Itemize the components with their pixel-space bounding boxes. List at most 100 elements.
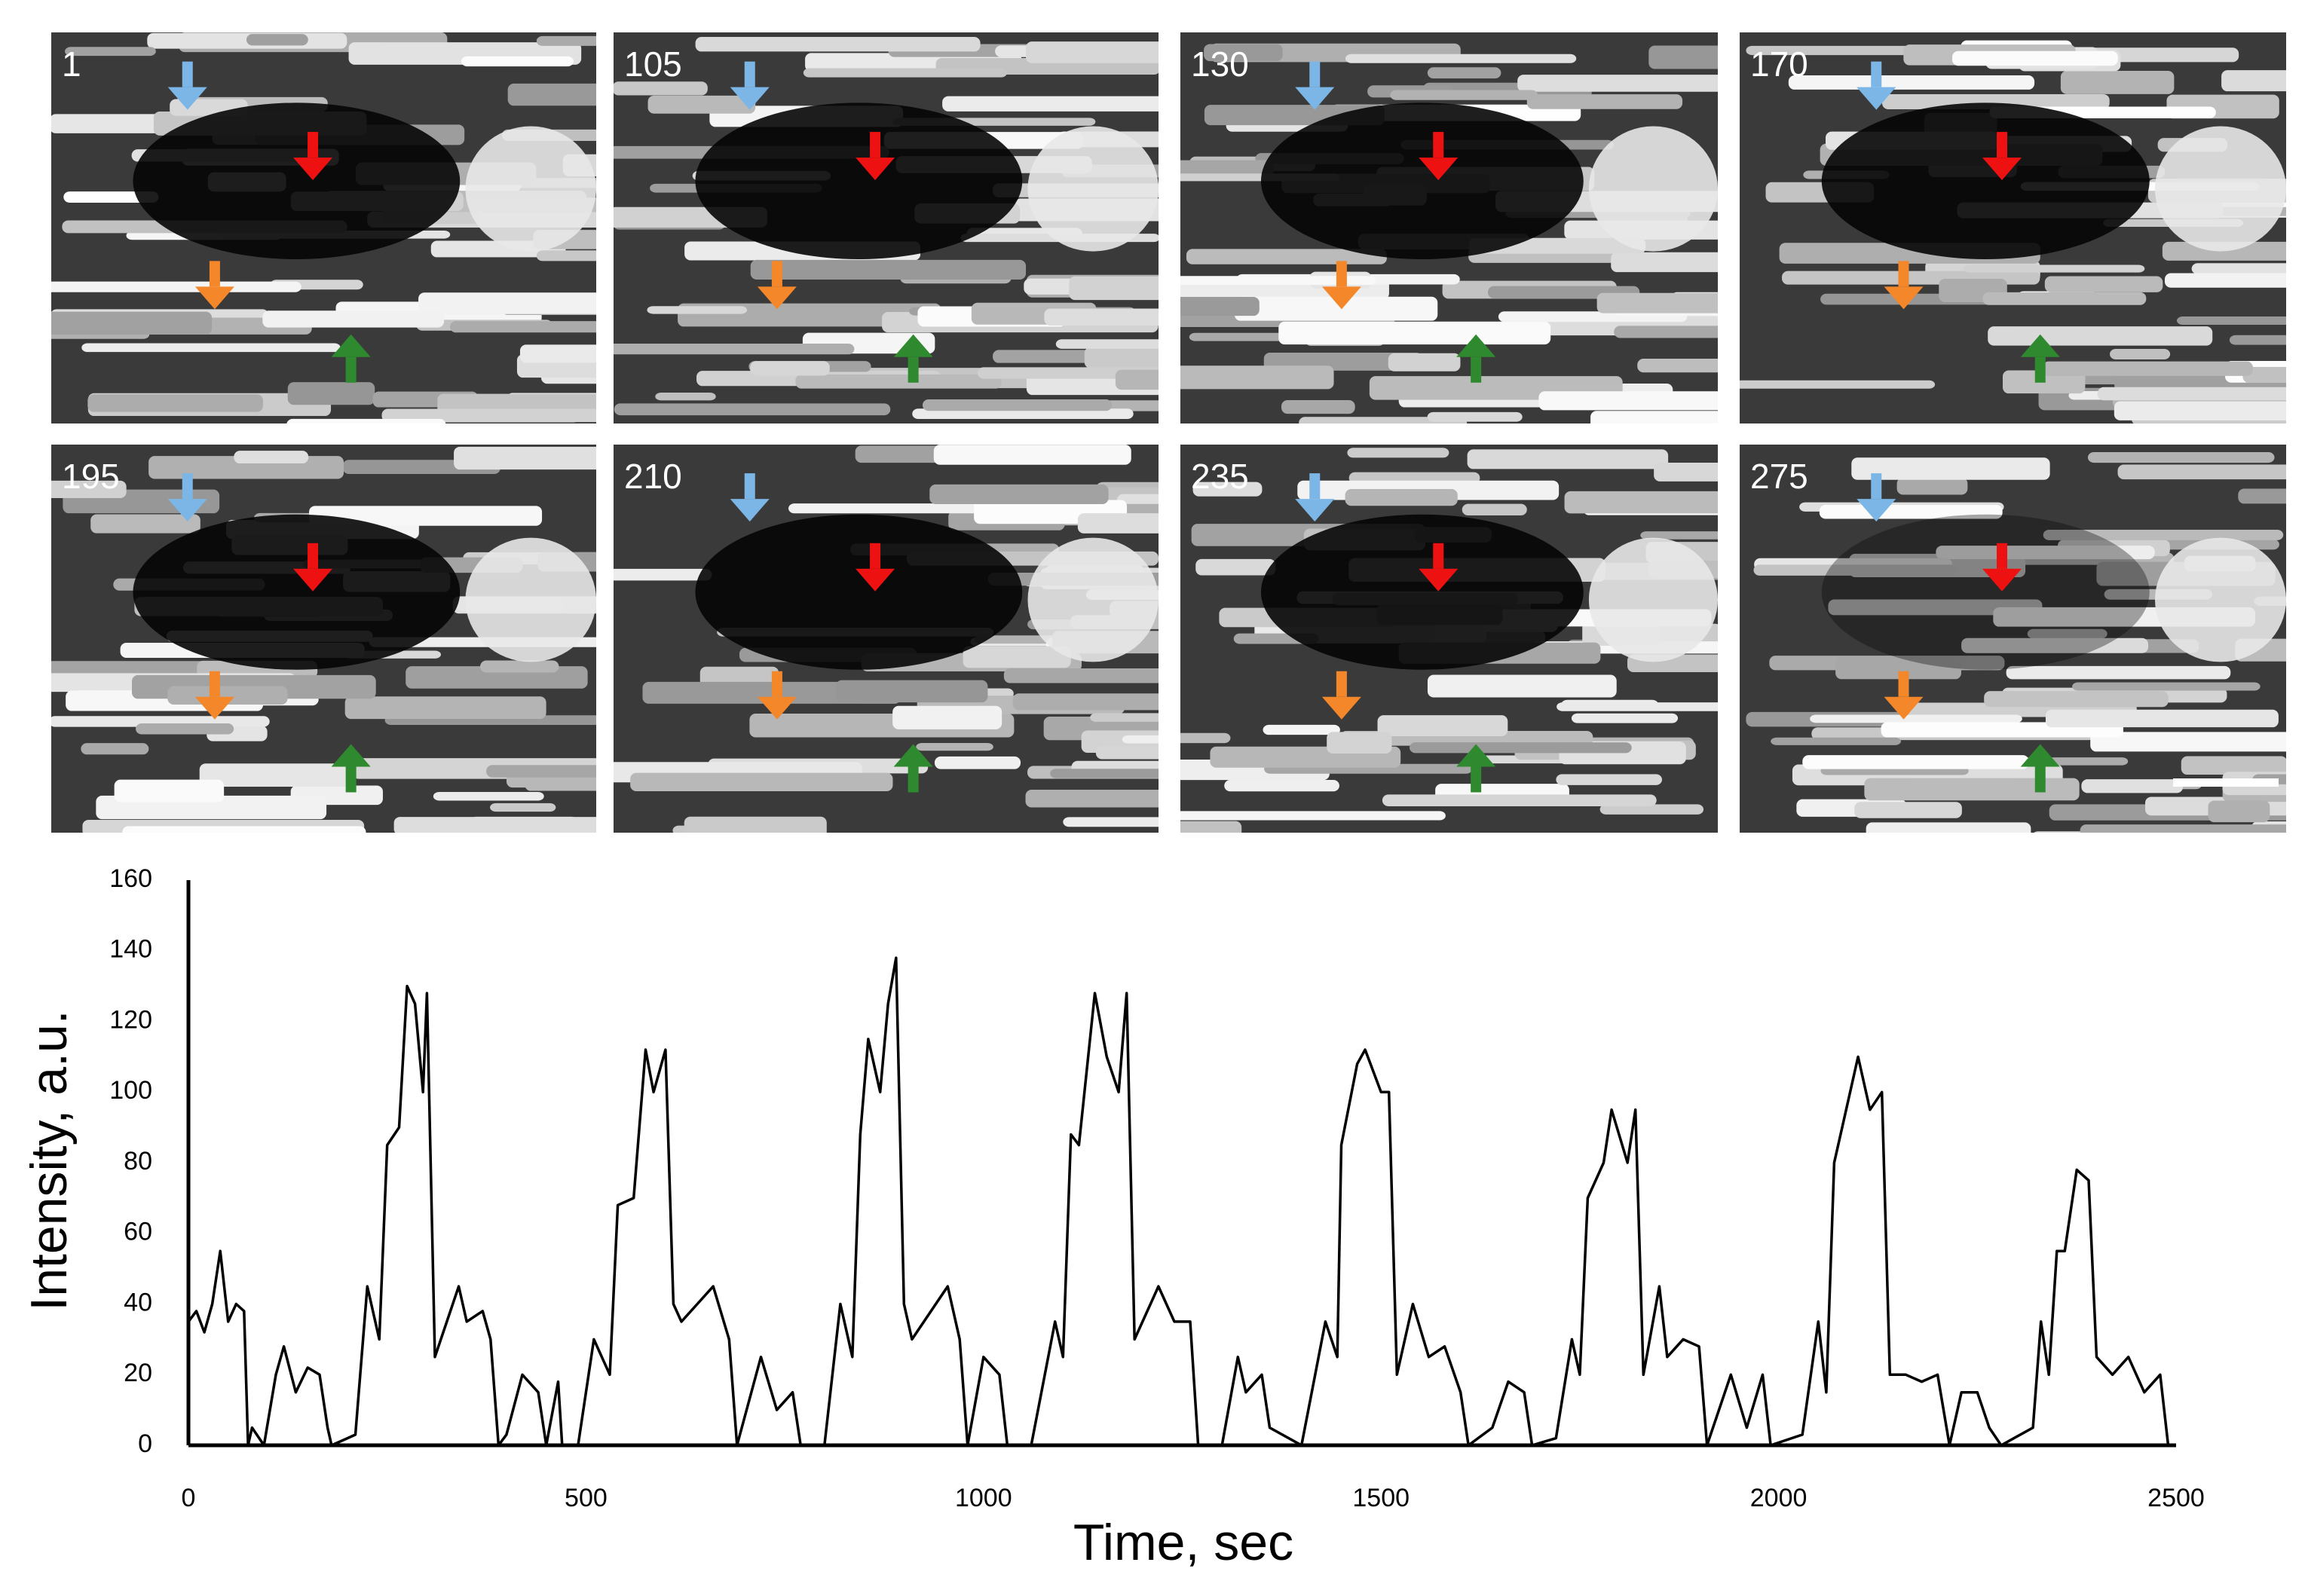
streak (912, 408, 1134, 420)
panel-label: 195 (62, 457, 120, 496)
streak (1224, 779, 1339, 792)
micrograph-panel: 210 (614, 445, 1159, 833)
streak (1851, 457, 2050, 480)
streak (1263, 724, 1340, 735)
streak (1180, 296, 1260, 316)
arrow-head (1321, 696, 1361, 720)
arrow-head (331, 334, 371, 357)
streak (1951, 50, 2118, 66)
streak (1881, 93, 2110, 110)
streak (262, 310, 445, 328)
streak (1055, 339, 1159, 349)
streak (433, 791, 544, 801)
streak (2208, 800, 2270, 823)
bright-region (1588, 537, 1718, 662)
arrow-stem (1997, 543, 2007, 569)
streak (1654, 463, 1718, 482)
streak (246, 34, 308, 46)
panel-label: 235 (1191, 457, 1249, 496)
streak (199, 763, 356, 787)
streak (2090, 732, 2286, 752)
streak (2080, 824, 2286, 833)
streak (1614, 326, 1718, 338)
arrow-head (331, 744, 371, 767)
y-tick-label: 140 (109, 935, 152, 964)
x-tick-label: 2500 (2147, 1484, 2205, 1512)
streak (1866, 822, 2031, 833)
x-tick-label: 1000 (955, 1484, 1012, 1512)
streak (114, 779, 225, 803)
dark-region (133, 102, 461, 260)
panel-image (1180, 32, 1718, 423)
streak (614, 343, 855, 355)
streak (1810, 714, 2022, 723)
arrow-stem (308, 132, 319, 158)
streak (381, 408, 596, 423)
arrow-head (1857, 499, 1896, 522)
streak (1936, 546, 2155, 560)
arrow-head (1884, 696, 1924, 720)
streak (2176, 316, 2286, 325)
streak (1180, 811, 1446, 821)
streak (942, 96, 1159, 112)
streak (308, 506, 543, 526)
streak (1204, 44, 1283, 62)
streak (1327, 732, 1392, 754)
arrow-stem (182, 61, 193, 87)
arrow-head (1295, 87, 1335, 110)
panel-label: 1 (62, 44, 81, 84)
arrow-head (194, 696, 234, 720)
dark-region (1260, 102, 1584, 260)
streak (1195, 558, 1276, 576)
streak (2072, 682, 2261, 691)
streak (963, 646, 1071, 668)
streak (507, 83, 596, 106)
streak (892, 705, 1002, 729)
y-axis-title: Intensity, a.u. (20, 1010, 78, 1310)
streak (614, 81, 708, 96)
arrow-head (293, 568, 333, 592)
streak (1771, 737, 1901, 745)
panel-image (51, 32, 596, 423)
arrow-head (1295, 499, 1335, 522)
arrow-stem (209, 261, 220, 287)
dark-region (695, 102, 1023, 260)
streak (750, 361, 830, 376)
arrow-stem (1336, 261, 1347, 287)
streak (614, 403, 891, 416)
dark-region (695, 514, 1023, 670)
arrow-head (1456, 744, 1496, 767)
arrow-head (1321, 286, 1361, 310)
streak (1854, 802, 1962, 818)
streak (51, 480, 127, 498)
panel-image (1180, 445, 1718, 833)
micrograph-panel: 1 (51, 32, 596, 423)
streak (1526, 94, 1683, 109)
panel-label: 275 (1750, 457, 1808, 496)
streak (1186, 249, 1387, 264)
streak (2242, 367, 2286, 383)
streak (2081, 779, 2184, 793)
streak (1564, 491, 1718, 514)
streak (1003, 668, 1159, 683)
streak (1084, 347, 1159, 368)
streak (393, 817, 596, 833)
streak (1299, 417, 1468, 423)
streak (922, 399, 1113, 411)
y-tick-label: 120 (109, 1005, 152, 1034)
streak (122, 826, 366, 833)
streak (1026, 41, 1159, 63)
streak (1281, 399, 1355, 414)
streak (51, 281, 302, 292)
micrograph-panel: 195 (51, 445, 596, 833)
bright-region (465, 537, 596, 662)
arrow-head (2020, 744, 2060, 767)
panel-image (51, 445, 596, 833)
x-tick-label: 1500 (1352, 1484, 1410, 1512)
arrow-stem (1997, 132, 2007, 158)
y-tick-label: 60 (124, 1218, 152, 1246)
streak (1104, 400, 1159, 411)
x-tick-label: 500 (565, 1484, 608, 1512)
streak (1025, 790, 1159, 808)
